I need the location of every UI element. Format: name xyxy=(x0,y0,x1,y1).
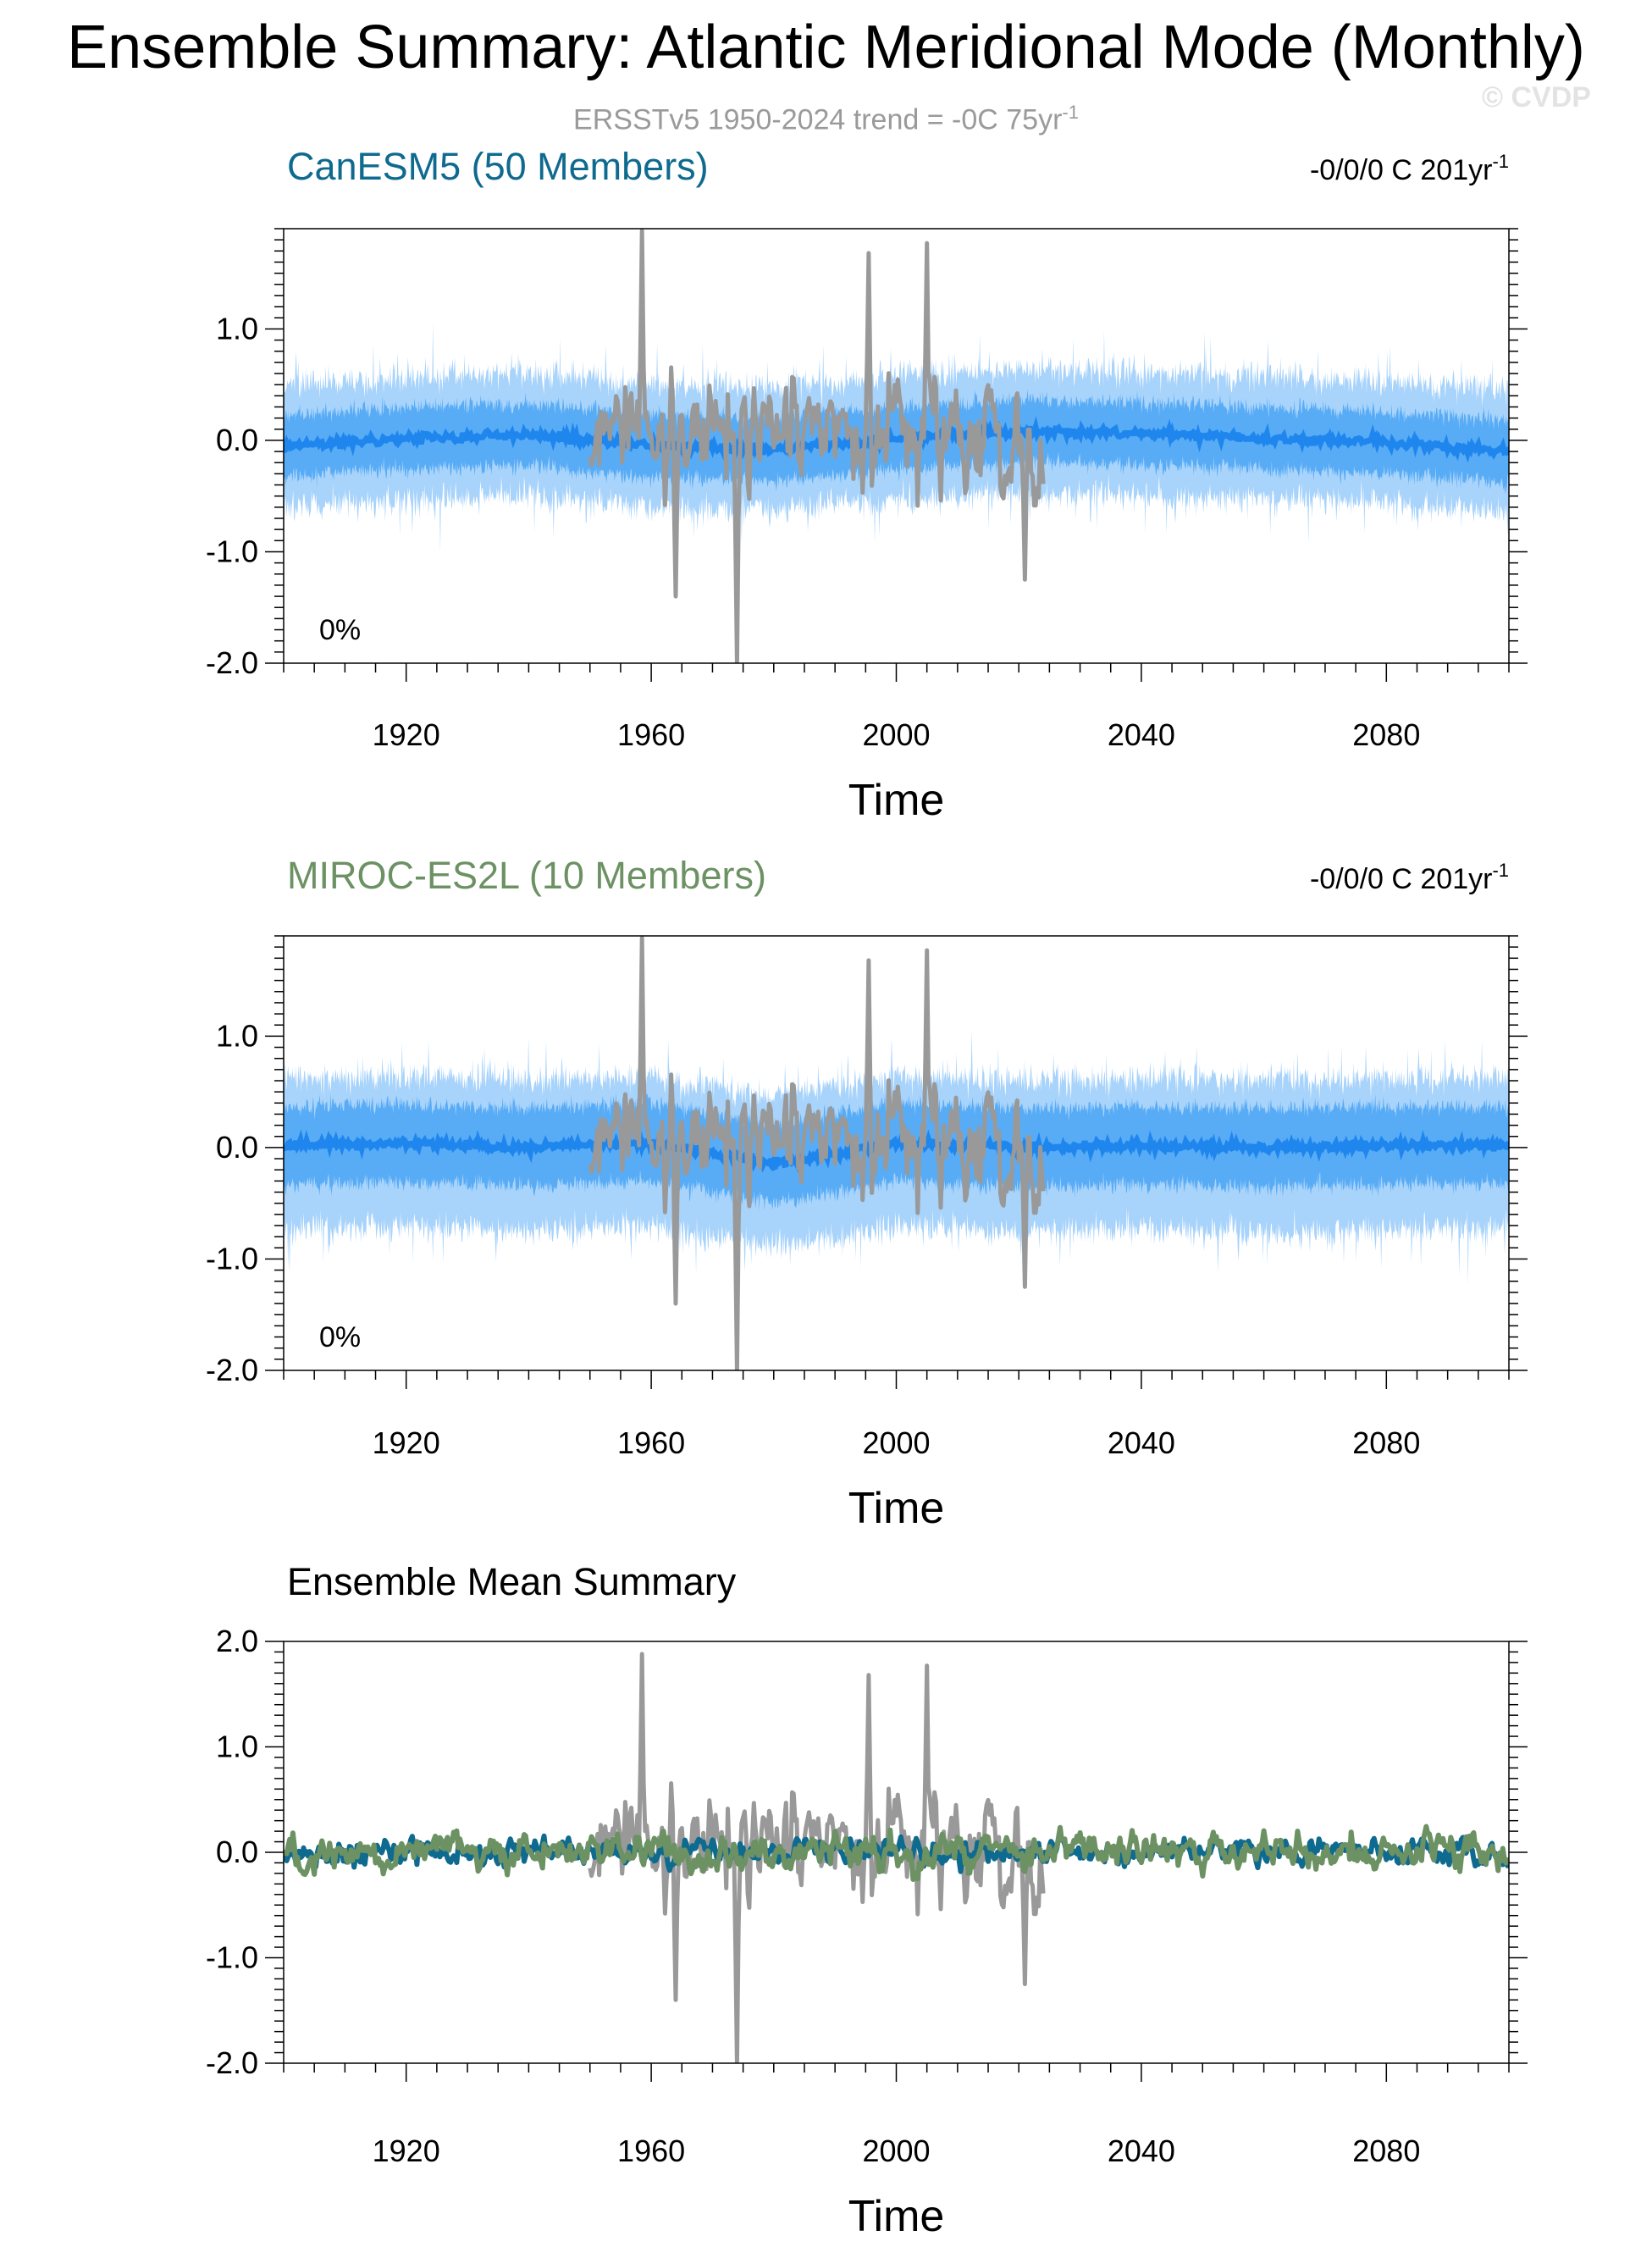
y-tick-label: -1.0 xyxy=(206,1940,258,1975)
x-tick-label: 2040 xyxy=(1108,1425,1175,1460)
observations-line xyxy=(588,936,1046,1370)
x-tick-label: 2080 xyxy=(1352,1425,1420,1460)
trend-label: -0/0/0 C 201yr-1 xyxy=(1310,860,1509,895)
x-tick-label: 1960 xyxy=(617,2133,685,2168)
x-tick-label: 1920 xyxy=(373,2133,440,2168)
y-tick-label: 2.0 xyxy=(216,1624,258,1658)
ensemble-mean-line xyxy=(284,1129,1509,1173)
chart-panel-1: CanESM5 (50 Members) -0/0/0 C 201yr-1 0% -2… xyxy=(206,145,1528,825)
x-tick-label: 2080 xyxy=(1352,2133,1420,2168)
y-tick-label: -1.0 xyxy=(206,1241,258,1276)
y-tick-label: -1.0 xyxy=(206,534,258,568)
trend-label-exponent: -1 xyxy=(1492,151,1509,172)
y-tick-label: -2.0 xyxy=(206,645,258,680)
subtitle-exponent: -1 xyxy=(1062,102,1079,123)
panel-title: CanESM5 (50 Members) xyxy=(287,145,709,188)
x-axis-label: Time xyxy=(848,2192,945,2241)
x-tick-label: 2000 xyxy=(862,2133,930,2168)
plot-area xyxy=(284,229,1509,663)
x-tick-label: 1960 xyxy=(617,1425,685,1460)
y-tick-label: -2.0 xyxy=(206,2045,258,2080)
trend-label-text: -0/0/0 C 201yr xyxy=(1310,863,1492,895)
y-tick-label: 0.0 xyxy=(216,423,258,457)
x-tick-label: 2080 xyxy=(1352,717,1420,752)
figure-title: Ensemble Summary: Atlantic Meridional Mo… xyxy=(67,14,1585,81)
panel-title: Ensemble Mean Summary xyxy=(287,1560,737,1603)
chart-panel-3: Ensemble Mean Summary -2.0 -1.0 0.0 1.0 2.0 19… xyxy=(206,1560,1528,2241)
trend-label-text: -0/0/0 C 201yr xyxy=(1310,154,1492,186)
chart-panel-2: MIROC-ES2L (10 Members) -0/0/0 C 201yr-1 0… xyxy=(206,854,1528,1533)
x-tick-label: 2000 xyxy=(862,1425,930,1460)
x-tick-label: 1920 xyxy=(373,717,440,752)
x-axis-label: Time xyxy=(848,1484,945,1533)
y-tick-label: 1.0 xyxy=(216,1018,258,1053)
miroc-mean-line xyxy=(284,1824,1509,1882)
percent-label: 0% xyxy=(319,614,361,646)
y-tick-label: 0.0 xyxy=(216,1130,258,1165)
x-tick-label: 2040 xyxy=(1108,717,1175,752)
panel-title: MIROC-ES2L (10 Members) xyxy=(287,854,766,897)
y-tick-label: 1.0 xyxy=(216,311,258,346)
subtitle-text: ERSST​v5 1950-2024 trend = -0C 75yr xyxy=(573,103,1063,136)
trend-label-exponent: -1 xyxy=(1492,860,1509,881)
trend-label: -0/0/0 C 201yr-1 xyxy=(1310,151,1509,186)
plot-area xyxy=(284,1652,1509,2063)
percent-label: 0% xyxy=(319,1321,361,1353)
y-tick-label: 0.0 xyxy=(216,1835,258,1869)
y-tick-label: 1.0 xyxy=(216,1729,258,1764)
x-tick-label: 1960 xyxy=(617,717,685,752)
x-tick-label: 2040 xyxy=(1108,2133,1175,2168)
plot-area xyxy=(284,936,1509,1370)
x-tick-label: 1920 xyxy=(373,1425,440,1460)
watermark: © CVDP xyxy=(1482,81,1591,113)
ensemble-mean-line xyxy=(284,416,1509,463)
x-axis-label: Time xyxy=(848,776,945,825)
y-tick-label: -2.0 xyxy=(206,1353,258,1387)
observations-line xyxy=(588,229,1046,663)
observation-trend-subtitle: ERSST​v5 1950-2024 trend = -0C 75yr-1 xyxy=(0,102,1652,136)
observations-line xyxy=(588,1652,1046,2063)
x-tick-label: 2000 xyxy=(862,717,930,752)
